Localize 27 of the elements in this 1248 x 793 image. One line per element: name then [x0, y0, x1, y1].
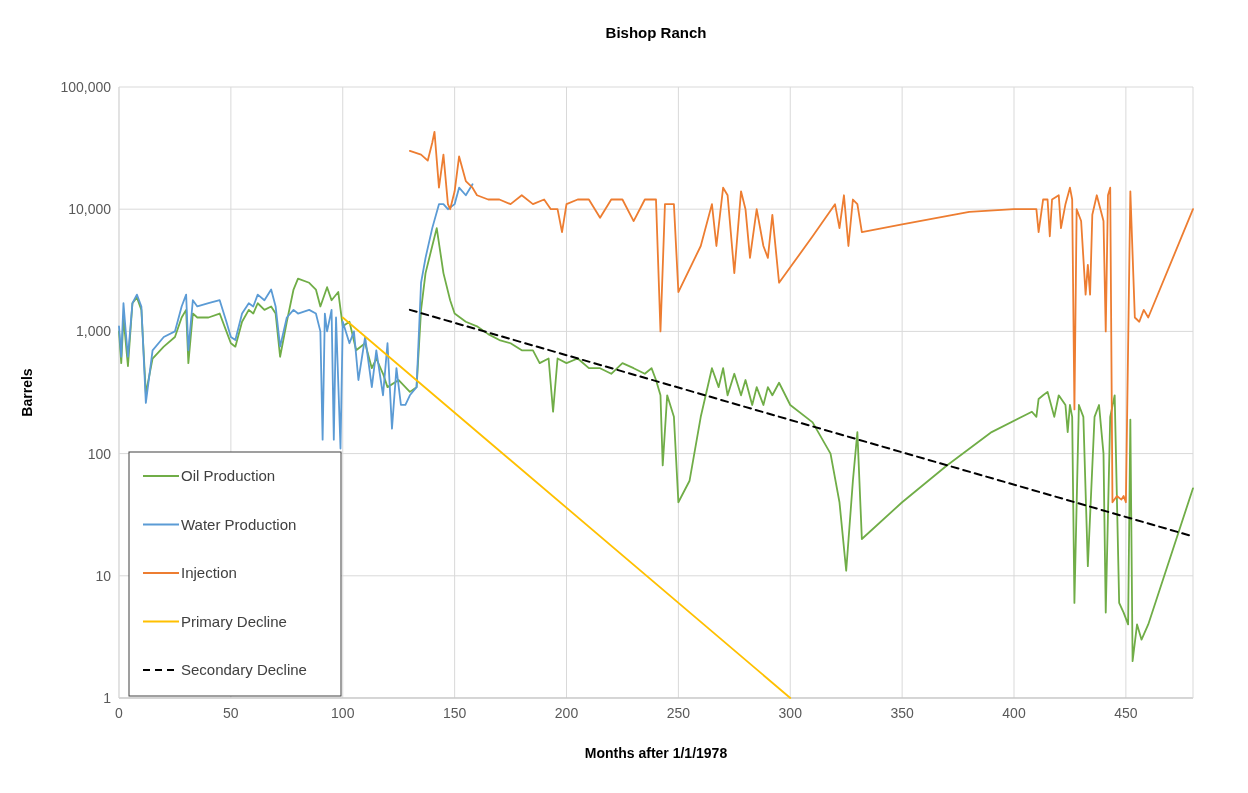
chart-title: Bishop Ranch — [605, 24, 707, 41]
x-tick-label: 50 — [223, 705, 239, 721]
legend-label: Secondary Decline — [181, 661, 307, 678]
y-tick-label: 1 — [103, 690, 112, 706]
x-tick-label: 0 — [115, 705, 124, 721]
y-tick-label: 100 — [87, 445, 112, 462]
line-series — [408, 130, 1194, 504]
x-tick-label: 250 — [666, 705, 691, 721]
x-axis-title: Months after 1/1/1978 — [584, 745, 728, 761]
x-tick-label: 300 — [778, 705, 803, 721]
x-tick-label: 450 — [1114, 705, 1138, 721]
legend-label: Primary Decline — [181, 612, 287, 630]
line-series — [118, 227, 1194, 663]
y-tick-label: 10 — [95, 567, 112, 584]
x-tick-label: 400 — [1002, 705, 1026, 721]
line-series — [118, 183, 474, 450]
legend-label: Water Production — [181, 515, 297, 533]
y-tick-label: 100,000 — [60, 79, 112, 95]
y-axis-title: Barrels — [19, 368, 35, 417]
x-tick-label: 350 — [890, 705, 915, 721]
legend-label: Oil Production — [181, 467, 276, 484]
y-tick-label: 10,000 — [68, 201, 112, 218]
x-tick-label: 100 — [331, 705, 355, 721]
x-tick-label: 150 — [442, 705, 467, 721]
y-tick-label: 1,000 — [75, 323, 112, 340]
legend-label: Injection — [181, 564, 237, 581]
x-tick-label: 200 — [554, 705, 579, 721]
